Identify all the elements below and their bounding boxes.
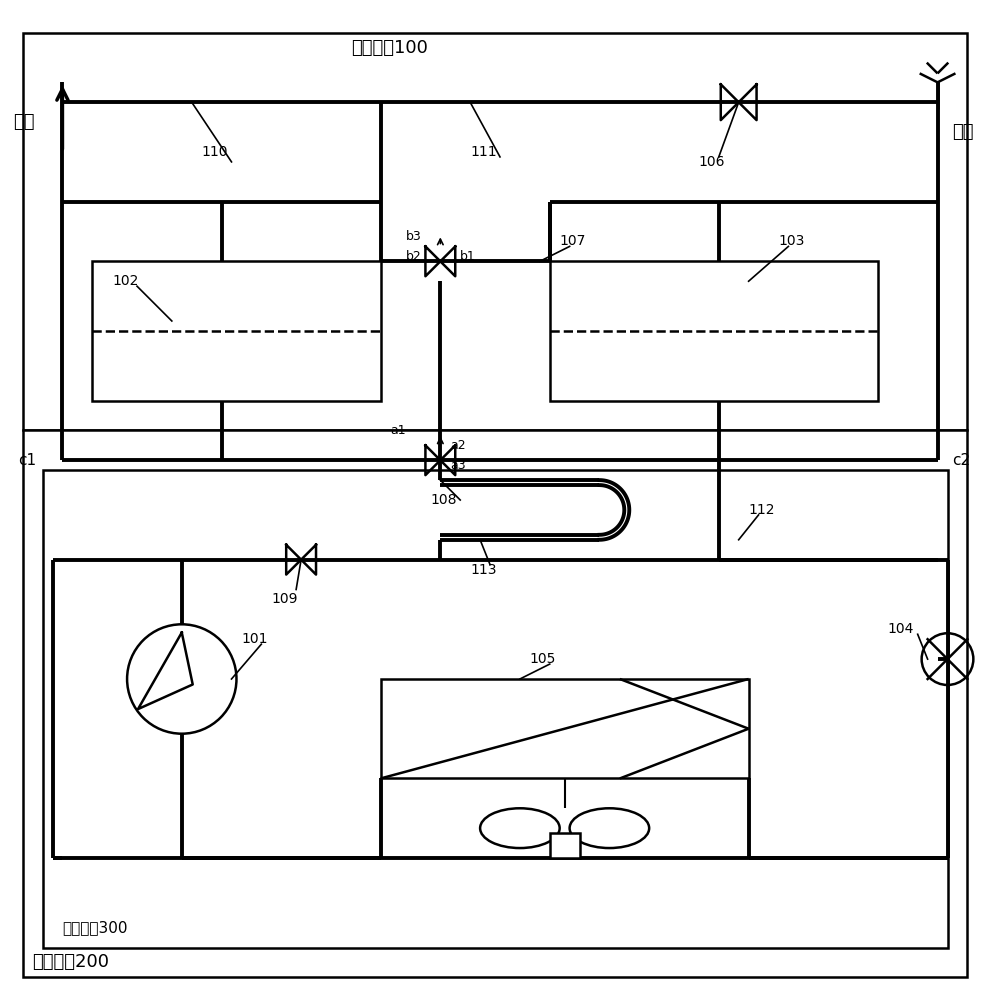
Ellipse shape: [480, 808, 560, 848]
Text: 热水: 热水: [13, 113, 34, 131]
Text: 热泵系统200: 热泵系统200: [33, 953, 110, 971]
Text: 103: 103: [778, 234, 805, 248]
Text: 101: 101: [241, 632, 268, 646]
Bar: [550, 833, 580, 858]
Bar: [550, 261, 878, 401]
Text: 111: 111: [470, 145, 497, 159]
Text: 107: 107: [560, 234, 586, 248]
Text: a1: a1: [391, 424, 406, 437]
Text: a2: a2: [450, 439, 466, 452]
Text: 112: 112: [749, 503, 775, 517]
Bar: [23, 430, 967, 977]
Bar: [381, 679, 749, 778]
Text: b2: b2: [406, 250, 421, 263]
Text: 109: 109: [271, 592, 298, 606]
Ellipse shape: [570, 808, 649, 848]
Text: 113: 113: [470, 563, 497, 577]
Text: c2: c2: [952, 453, 971, 468]
Bar: [43, 470, 948, 948]
Text: 106: 106: [699, 155, 725, 169]
Text: 热水系统100: 热水系统100: [351, 39, 428, 57]
Text: b3: b3: [406, 230, 421, 243]
Text: a3: a3: [450, 459, 466, 472]
Text: 104: 104: [888, 622, 914, 636]
Text: 108: 108: [430, 493, 457, 507]
Text: 冷水: 冷水: [952, 123, 974, 141]
Text: c1: c1: [18, 453, 36, 468]
Text: 压缩装置300: 压缩装置300: [62, 920, 128, 935]
Circle shape: [127, 624, 236, 734]
Text: b1: b1: [460, 250, 476, 263]
Text: 110: 110: [202, 145, 228, 159]
Text: 105: 105: [530, 652, 556, 666]
Bar: [92, 261, 381, 401]
Text: 102: 102: [112, 274, 139, 288]
Bar: [23, 33, 967, 430]
